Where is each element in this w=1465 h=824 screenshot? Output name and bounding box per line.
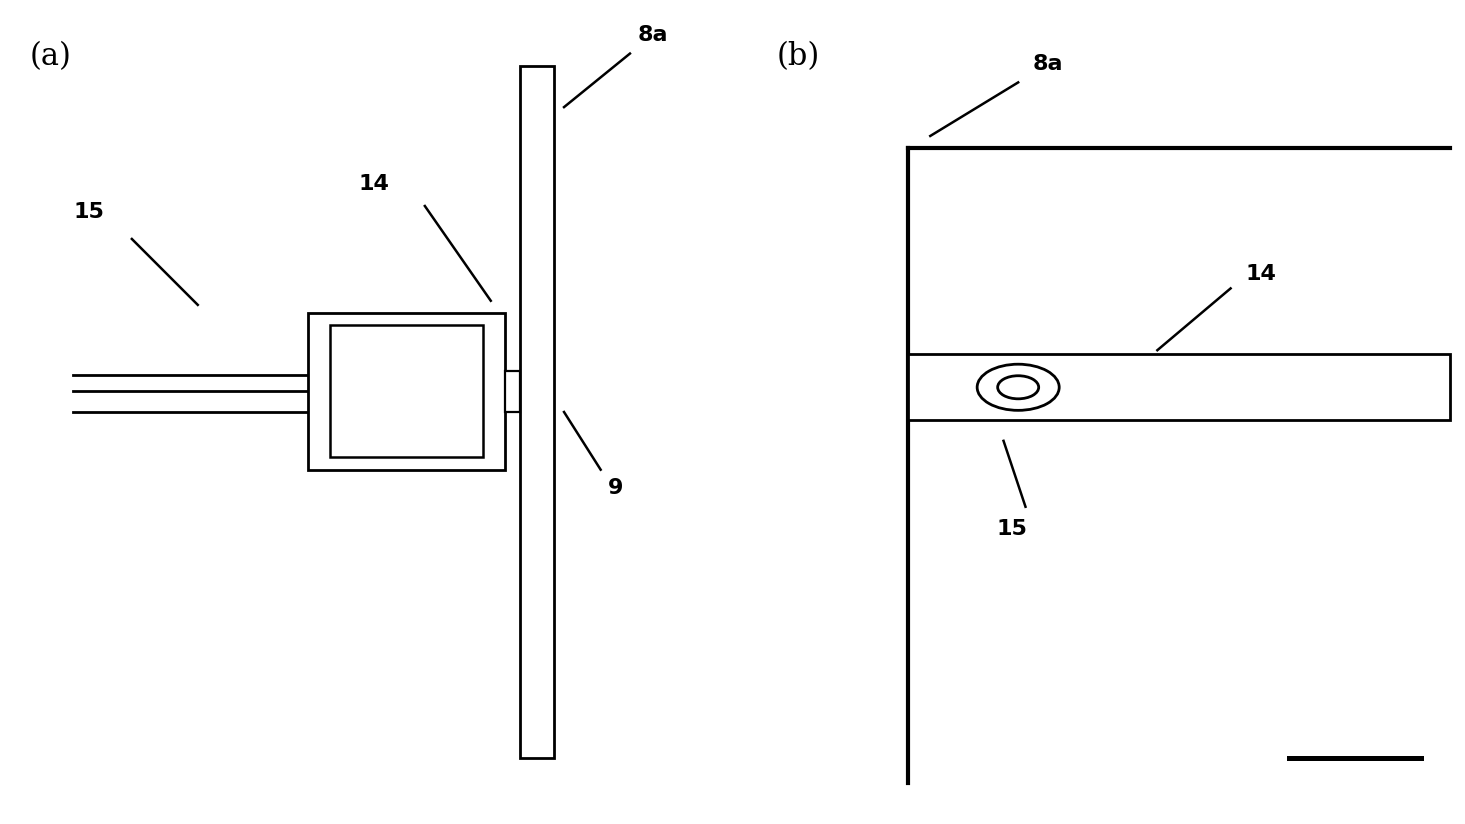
Text: (b): (b) xyxy=(776,41,820,73)
Circle shape xyxy=(977,364,1059,410)
Bar xyxy=(505,371,520,412)
Text: 15: 15 xyxy=(73,203,104,222)
Text: 15: 15 xyxy=(996,519,1027,539)
Bar xyxy=(908,354,1450,420)
Bar xyxy=(330,325,483,457)
Text: 9: 9 xyxy=(608,478,623,498)
Bar xyxy=(520,66,554,758)
Bar xyxy=(308,313,505,470)
Text: 8a: 8a xyxy=(1033,54,1064,74)
Circle shape xyxy=(998,376,1039,399)
Text: 8a: 8a xyxy=(637,26,668,45)
Text: (a): (a) xyxy=(29,41,72,73)
Text: 14: 14 xyxy=(359,174,390,194)
Text: 14: 14 xyxy=(1245,265,1276,284)
